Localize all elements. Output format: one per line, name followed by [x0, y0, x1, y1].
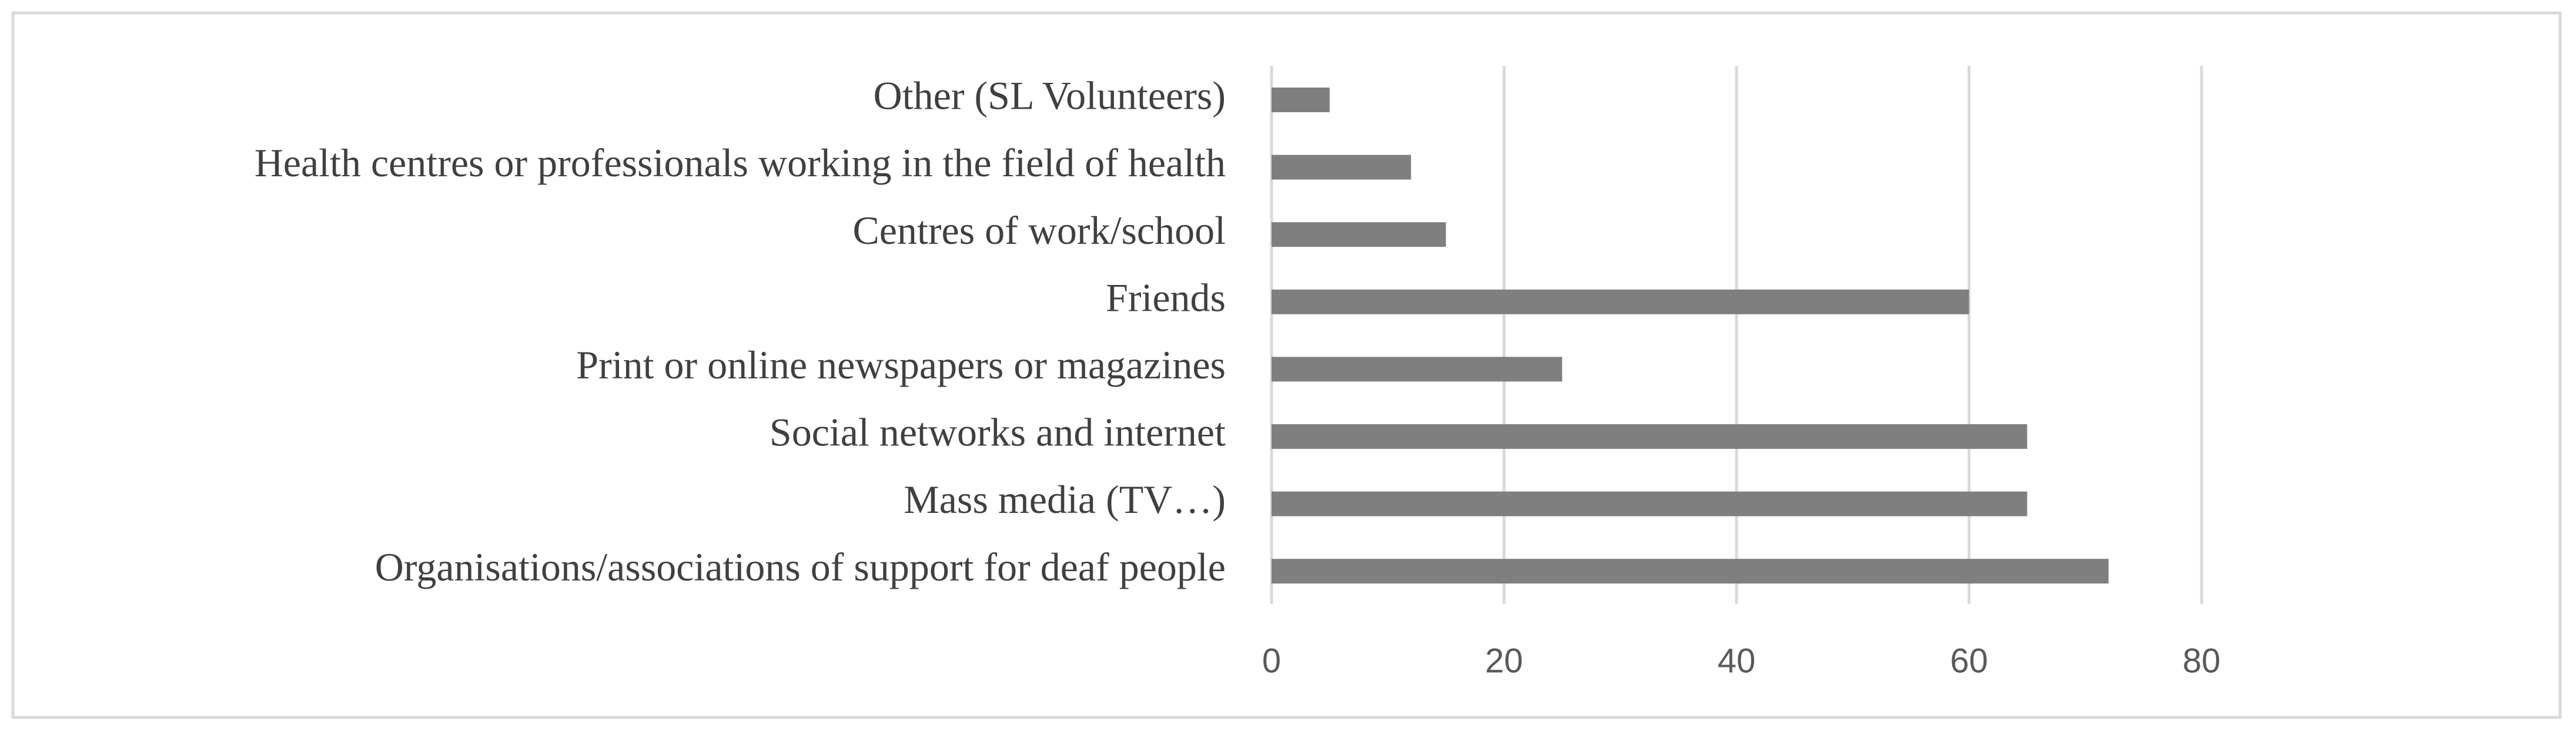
bar: [1272, 491, 2028, 516]
bar: [1272, 289, 1969, 314]
x-tick-label: 0: [1262, 642, 1281, 680]
y-tick-label: Friends: [1106, 275, 1226, 320]
x-tick-label: 60: [1950, 642, 1988, 680]
y-tick-label: Other (SL Volunteers): [874, 73, 1226, 118]
bar: [1272, 88, 1330, 112]
y-tick-label: Print or online newspapers or magazines: [576, 343, 1226, 387]
y-tick-label: Centres of work/school: [852, 208, 1226, 253]
bar: [1272, 424, 2028, 449]
y-tick-label: Social networks and internet: [770, 410, 1226, 455]
x-tick-label: 20: [1485, 642, 1523, 680]
y-tick-label: Mass media (TV…): [904, 477, 1226, 522]
bar: [1272, 357, 1563, 382]
x-tick-label: 40: [1718, 642, 1756, 680]
bar: [1272, 222, 1446, 247]
x-tick-label: 80: [2183, 642, 2221, 680]
y-tick-label: Health centres or professionals working …: [255, 140, 1226, 185]
y-tick-label: Organisations/associations of support fo…: [375, 545, 1226, 589]
bar: [1272, 155, 1411, 180]
bar: [1272, 559, 2109, 584]
